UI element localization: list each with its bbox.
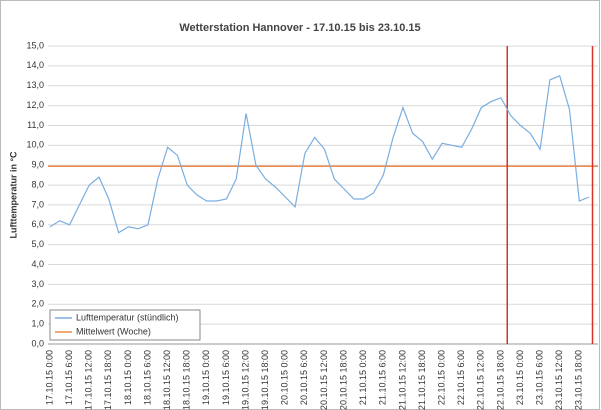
x-tick-label: 17.10.15 18:00 bbox=[103, 350, 113, 410]
y-tick-label: 13,0 bbox=[26, 80, 44, 90]
x-tick-label: 17.10.15 6:00 bbox=[64, 350, 74, 405]
y-tick-label: 4,0 bbox=[31, 259, 44, 269]
y-tick-label: 11,0 bbox=[27, 120, 44, 130]
x-tick-label: 18.10.15 18:00 bbox=[182, 350, 192, 410]
x-tick-label: 23.10.15 6:00 bbox=[535, 350, 545, 405]
x-tick-label: 19.10.15 6:00 bbox=[221, 350, 231, 405]
y-tick-label: 2,0 bbox=[31, 299, 44, 309]
legend-label: Mittelwert (Woche) bbox=[76, 326, 151, 336]
x-tick-label: 21.10.15 6:00 bbox=[378, 350, 388, 405]
y-tick-label: 14,0 bbox=[26, 60, 44, 70]
y-tick-label: 0,0 bbox=[31, 338, 44, 348]
legend-box bbox=[49, 309, 201, 341]
y-tick-label: 5,0 bbox=[31, 239, 44, 249]
x-tick-label: 20.10.15 12:00 bbox=[319, 350, 329, 410]
x-tick-label: 20.10.15 18:00 bbox=[338, 350, 348, 410]
x-tick-label: 21.10.15 12:00 bbox=[397, 350, 407, 410]
y-tick-label: 7,0 bbox=[31, 199, 44, 209]
x-tick-label: 22.10.15 12:00 bbox=[476, 350, 486, 410]
x-tick-label: 18.10.15 6:00 bbox=[142, 350, 152, 405]
y-tick-label: 1,0 bbox=[31, 319, 44, 329]
x-tick-label: 21.10.15 18:00 bbox=[417, 350, 427, 410]
data-line bbox=[49, 74, 590, 234]
x-tick-label: 17.10.15 12:00 bbox=[84, 350, 94, 410]
x-tick-label: 23.10.15 18:00 bbox=[574, 350, 584, 410]
x-tick-label: 23.10.15 12:00 bbox=[554, 350, 564, 410]
x-tick-label: 17.10.15 0:00 bbox=[44, 350, 54, 405]
x-tick-label: 19.10.15 18:00 bbox=[260, 350, 270, 410]
x-tick-label: 19.10.15 0:00 bbox=[201, 350, 211, 405]
legend-label: Lufttemperatur (stündlich) bbox=[76, 312, 179, 322]
x-tick-label: 18.10.15 0:00 bbox=[123, 350, 133, 405]
x-tick-label: 22.10.15 18:00 bbox=[495, 350, 505, 410]
y-tick-label: 9,0 bbox=[31, 160, 44, 170]
y-tick-label: 10,0 bbox=[26, 140, 44, 150]
x-tick-label: 19.10.15 12:00 bbox=[240, 350, 250, 410]
x-tick-label: 22.10.15 0:00 bbox=[436, 350, 446, 405]
x-tick-label: 20.10.15 6:00 bbox=[299, 350, 309, 405]
chart-title: Wetterstation Hannover - 17.10.15 bis 23… bbox=[179, 22, 420, 34]
y-tick-label: 6,0 bbox=[31, 219, 44, 229]
y-tick-label: 15,0 bbox=[26, 40, 44, 50]
x-tick-label: 22.10.15 6:00 bbox=[456, 350, 466, 405]
x-tick-label: 21.10.15 0:00 bbox=[358, 350, 368, 405]
y-tick-label: 12,0 bbox=[26, 100, 44, 110]
x-tick-label: 18.10.15 12:00 bbox=[162, 350, 172, 410]
y-tick-label: 8,0 bbox=[31, 179, 44, 189]
x-tick-label: 20.10.15 0:00 bbox=[280, 350, 290, 405]
y-axis-label: Lufttemperatur in °C bbox=[8, 151, 18, 239]
y-tick-label: 3,0 bbox=[31, 279, 44, 289]
x-tick-label: 23.10.15 0:00 bbox=[515, 350, 525, 405]
